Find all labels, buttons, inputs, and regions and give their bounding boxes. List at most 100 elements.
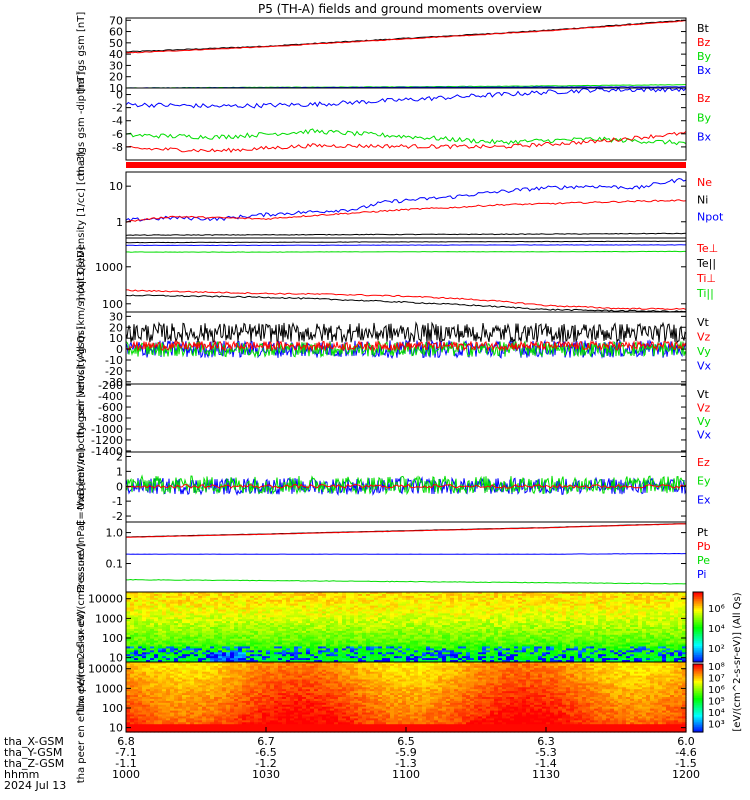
spectrogram-cell [506,656,511,659]
spectrogram-cell [570,638,575,642]
spectrogram-cell [406,617,411,620]
spectrogram-cell [266,619,271,622]
spectrogram-cell [194,648,199,651]
spectrogram-cell [250,644,255,648]
legend-Ez: Ez [697,456,710,469]
spectrogram-cell [174,617,179,620]
spectrogram-cell [486,599,491,603]
spectrogram-cell [614,642,619,646]
spectrogram-cell [654,607,659,611]
spectrogram-cell [390,597,395,601]
spectrogram-cell [558,656,563,659]
spectrogram-cell [390,625,395,628]
spectrogram-cell [174,592,179,595]
spectrogram-cell [458,601,463,605]
spectrogram-cell [634,652,639,655]
spectrogram-cell [618,638,623,642]
spectrogram-cell [190,605,195,609]
spectrogram-cell [502,630,507,634]
spectrogram-cell [158,642,163,646]
spectrogram-cell [426,603,431,607]
spectrogram-cell [222,628,227,632]
spectrogram-cell [470,632,475,636]
spectrogram-cell [318,621,323,624]
spectrogram-cell [566,642,571,646]
spectrogram-cell [286,630,291,634]
spectrogram-cell [554,638,559,642]
spectrogram-cell [502,603,507,607]
spectrogram-cell [302,627,307,630]
spectrogram-cell [518,627,523,630]
spectrogram-cell [198,592,203,595]
spectrogram-cell [298,660,303,663]
spectrogram-cell [510,660,515,663]
spectrogram-cell [530,640,535,644]
spectrogram-cell [362,623,367,626]
spectrogram-cell [386,646,391,649]
spectrogram-cell [414,619,419,622]
spectrogram-cell [574,607,579,611]
spectrogram-cell [534,601,539,605]
spectrogram-cell [466,630,471,634]
spectrogram-cell [622,634,627,638]
spectrogram-cell [342,652,347,655]
spectrogram-cell [550,599,555,603]
spectrogram-cell [426,656,431,659]
spectrogram-cell [262,615,267,618]
spectrogram-cell [486,611,491,614]
spectrogram-cell [594,632,599,636]
spectrogram-cell [546,597,551,601]
spectrogram-cell [522,634,527,638]
spectrogram-cell [606,625,611,628]
spectrogram-cell [442,595,447,599]
spectrogram-cell [590,611,595,614]
spectrogram-cell [266,632,271,636]
spectrogram-cell [618,593,623,597]
spectrogram-cell [290,617,295,620]
spectrogram-cell [266,607,271,611]
spectrogram-cell [230,654,235,657]
spectrogram-cell [334,654,339,657]
spectrogram-cell [386,656,391,659]
spectrogram-cell [342,632,347,636]
spectrogram-cell [422,630,427,634]
spectrogram-cell [186,627,191,630]
y-tick-label: 60 [109,26,123,39]
spectrogram-cell [342,644,347,648]
spectrogram-cell [626,627,631,630]
spectrogram-cell [434,656,439,659]
spectrogram-cell [498,650,503,653]
spectrogram-cell [586,593,591,597]
spectrogram-cell [626,650,631,653]
spectrogram-cell [198,630,203,634]
y-tick-label: 100 [102,298,123,311]
spectrogram-cell [574,619,579,622]
legend-Vz: Vz [697,402,711,415]
spectrogram-cell [158,605,163,609]
spectrogram-cell [558,638,563,642]
spectrogram-cell [346,601,351,605]
spectrogram-cell [250,628,255,632]
spectrogram-cell [486,621,491,624]
spectrogram-cell [434,601,439,605]
spectrogram-cell [658,597,663,601]
spectrogram-cell [426,595,431,599]
spectrogram-cell [226,615,231,618]
spectrogram-cell [462,605,467,609]
spectrogram-cell [238,654,243,657]
spectrogram-cell [138,601,143,605]
spectrogram-cell [502,593,507,597]
spectrogram-cell [406,656,411,659]
spectrogram-cell [218,615,223,618]
spectrogram-cell [442,630,447,634]
spectrogram-cells [126,592,687,663]
spectrogram-cell [174,644,179,648]
spectrogram-cell [458,638,463,642]
spectrogram-cell [130,625,135,628]
spectrogram-cell [398,611,403,614]
spectrogram-cell [654,658,659,661]
spectrogram-cell [378,632,383,636]
spectrogram-cell [222,611,227,614]
spectrogram-cell [398,630,403,634]
y-tick-label: 0 [116,89,123,102]
